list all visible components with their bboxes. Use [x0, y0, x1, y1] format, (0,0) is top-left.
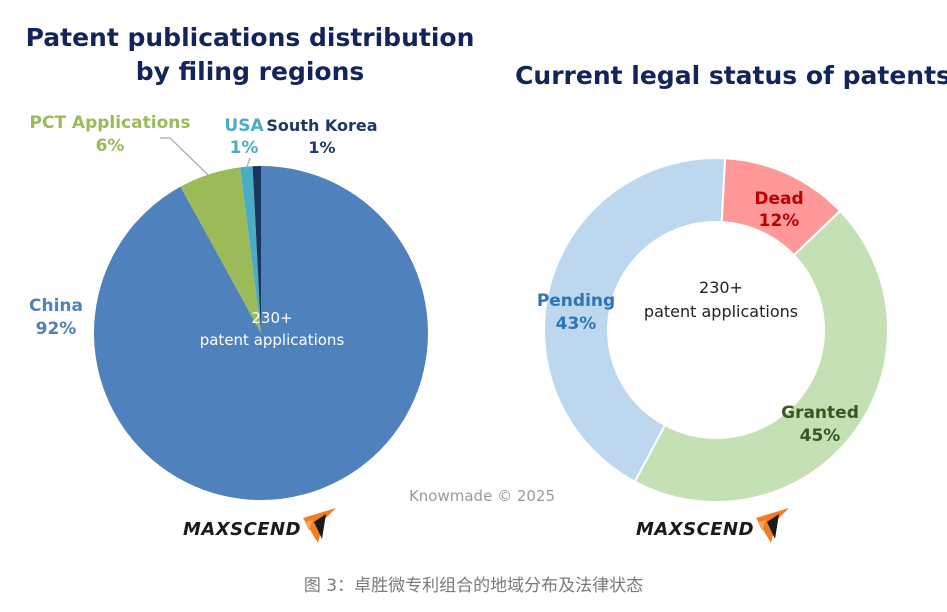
- pie-slice-south-korea: [252, 166, 261, 333]
- maxscend-emblem-icon: [756, 508, 789, 543]
- pie-label-china-value: 92%: [36, 319, 77, 339]
- donut-label-granted-name: Granted: [781, 403, 859, 423]
- pie-label-pct-name: PCT Applications: [29, 113, 190, 133]
- maxscend-emblem-icon: [303, 508, 336, 543]
- donut-label-granted-value: 45%: [800, 426, 841, 446]
- pie-title-line1: Patent publications distribution: [26, 23, 475, 52]
- pie-title-line2: by filing regions: [136, 57, 365, 86]
- watermark: Knowmade © 2025: [409, 487, 555, 505]
- maxscend-logo-left: MAXSCEND: [183, 508, 336, 543]
- figure-caption: 图 3：卓胜微专利组合的地域分布及法律状态: [303, 576, 644, 596]
- donut-center-line2: patent applications: [644, 302, 798, 321]
- region-pie-chart: [93, 166, 429, 500]
- pie-center-line1: 230+: [251, 309, 292, 327]
- pie-slice-china: [93, 166, 429, 500]
- pie-slice-usa: [240, 166, 261, 333]
- pie-label-usa-value: 1%: [230, 138, 259, 158]
- pie-center-line2: patent applications: [200, 331, 345, 349]
- pie-label-korea-name: South Korea: [266, 116, 377, 135]
- donut-label-dead-value: 12%: [759, 211, 800, 231]
- maxscend-logo-text: MAXSCEND: [636, 519, 754, 540]
- pie-label-china-name: China: [29, 296, 83, 316]
- donut-center-line1: 230+: [699, 278, 743, 297]
- donut-slice-pending: [543, 157, 727, 483]
- maxscend-logo-right: MAXSCEND: [636, 508, 789, 543]
- donut-title: Current legal status of patents: [515, 61, 947, 90]
- legal-status-donut-chart: [543, 157, 889, 503]
- pie-slice-pct-applications: [180, 167, 261, 333]
- pie-leader-usa: [245, 157, 251, 169]
- pie-label-pct-value: 6%: [96, 136, 125, 156]
- donut-label-pending-value: 43%: [556, 314, 597, 334]
- pie-leader-lines: [160, 137, 251, 177]
- pie-label-usa-name: USA: [224, 116, 264, 136]
- pie-leader-pct-applications: [160, 137, 210, 177]
- donut-label-dead-name: Dead: [754, 189, 803, 209]
- donut-label-pending-name: Pending: [537, 291, 615, 311]
- donut-slice-granted: [633, 209, 889, 503]
- maxscend-logo-text: MAXSCEND: [183, 519, 301, 540]
- pie-label-korea-value: 1%: [308, 138, 335, 157]
